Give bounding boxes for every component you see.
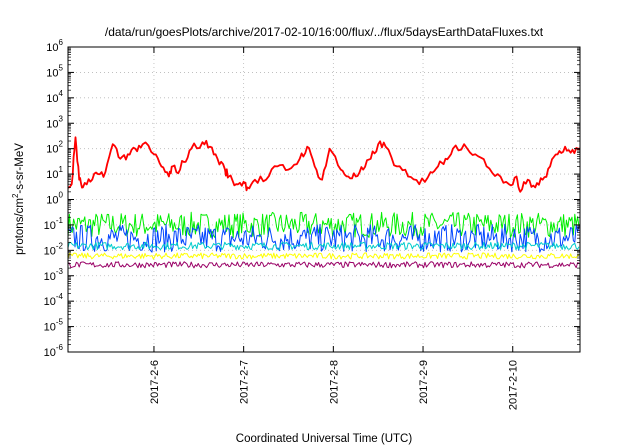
y-tick-label: 10-3 [44,267,64,283]
y-tick-label: 101 [46,165,63,181]
series-line [67,223,580,253]
series-line [67,211,580,239]
y-tick-label: 106 [46,38,63,54]
y-axis: 10-6 10-5 10-4 10-3 10-2 10-1 100 101 102 103 104 1… [44,38,580,359]
x-tick-label: 2017-2-8 [328,360,340,404]
series-line [67,136,580,193]
y-tick-label: 100 [46,191,63,207]
y-axis-label: protons/cm2-s-sr-MeV [11,143,26,255]
y-tick-label: 10-5 [44,318,64,334]
x-tick-label: 2017-2-7 [239,360,251,404]
x-tick-label: 2017-2-10 [508,360,520,410]
y-tick-label: 104 [46,89,63,105]
series-line [67,241,580,251]
chart-title: /data/run/goesPlots/archive/2017-02-10/1… [105,25,544,39]
grid [68,47,580,352]
x-tick-label: 2017-2-9 [418,360,430,404]
x-axis: 2017-2-6 2017-2-7 2017-2-8 2017-2-9 2017-2-1… [149,47,520,410]
y-tick-label: 10-2 [44,241,64,257]
y-tick-label: 10-1 [44,216,64,232]
x-tick-label: 2017-2-6 [149,360,161,404]
y-tick-label: 103 [46,114,63,130]
y-tick-label: 102 [46,140,63,156]
y-tick-label: 10-4 [44,292,64,308]
y-tick-label: 105 [46,63,63,79]
series-line [67,261,580,269]
series-group [67,136,580,269]
y-tick-label: 10-6 [44,343,64,359]
x-axis-label: Coordinated Universal Time (UTC) [236,433,413,445]
series-line [67,252,580,260]
